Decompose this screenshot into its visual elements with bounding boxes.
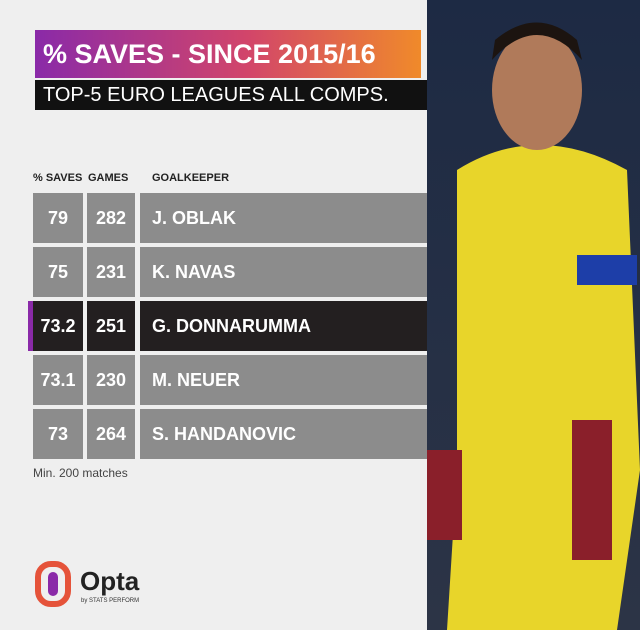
table-cell: 231 [87,247,135,297]
table-cell: J. OBLAK [140,193,427,243]
table-cell: 75 [33,247,83,297]
logo: Opta by STATS PERFORM [35,561,140,607]
table-cell: 79 [33,193,83,243]
table-cell: 73.2 [33,301,83,351]
table-cell: 73 [33,409,83,459]
logo-mark [48,572,58,596]
table-cell: M. NEUER [140,355,427,405]
table-cell: 264 [87,409,135,459]
title: % SAVES - SINCE 2015/16 [35,30,421,78]
logo-name: Opta [80,566,140,596]
highlight-bar [28,301,33,351]
table-cell: 251 [87,301,135,351]
table-cell: 230 [87,355,135,405]
column-header: % SAVES [33,172,83,184]
table-cell: 73.1 [33,355,83,405]
column-header: GOALKEEPER [152,172,230,184]
footnote: Min. 200 matches [33,466,128,480]
logo-tagline: by STATS PERFORM [81,598,139,604]
player-photo [427,0,640,630]
table-cell: 282 [87,193,135,243]
column-header: GAMES [88,172,129,184]
table-cell: S. HANDANOVIC [140,409,427,459]
logo-mark [35,561,71,607]
table-cell: K. NAVAS [140,247,427,297]
subtitle: TOP-5 EURO LEAGUES ALL COMPS. [35,80,440,110]
table-cell: G. DONNARUMMA [140,301,427,351]
